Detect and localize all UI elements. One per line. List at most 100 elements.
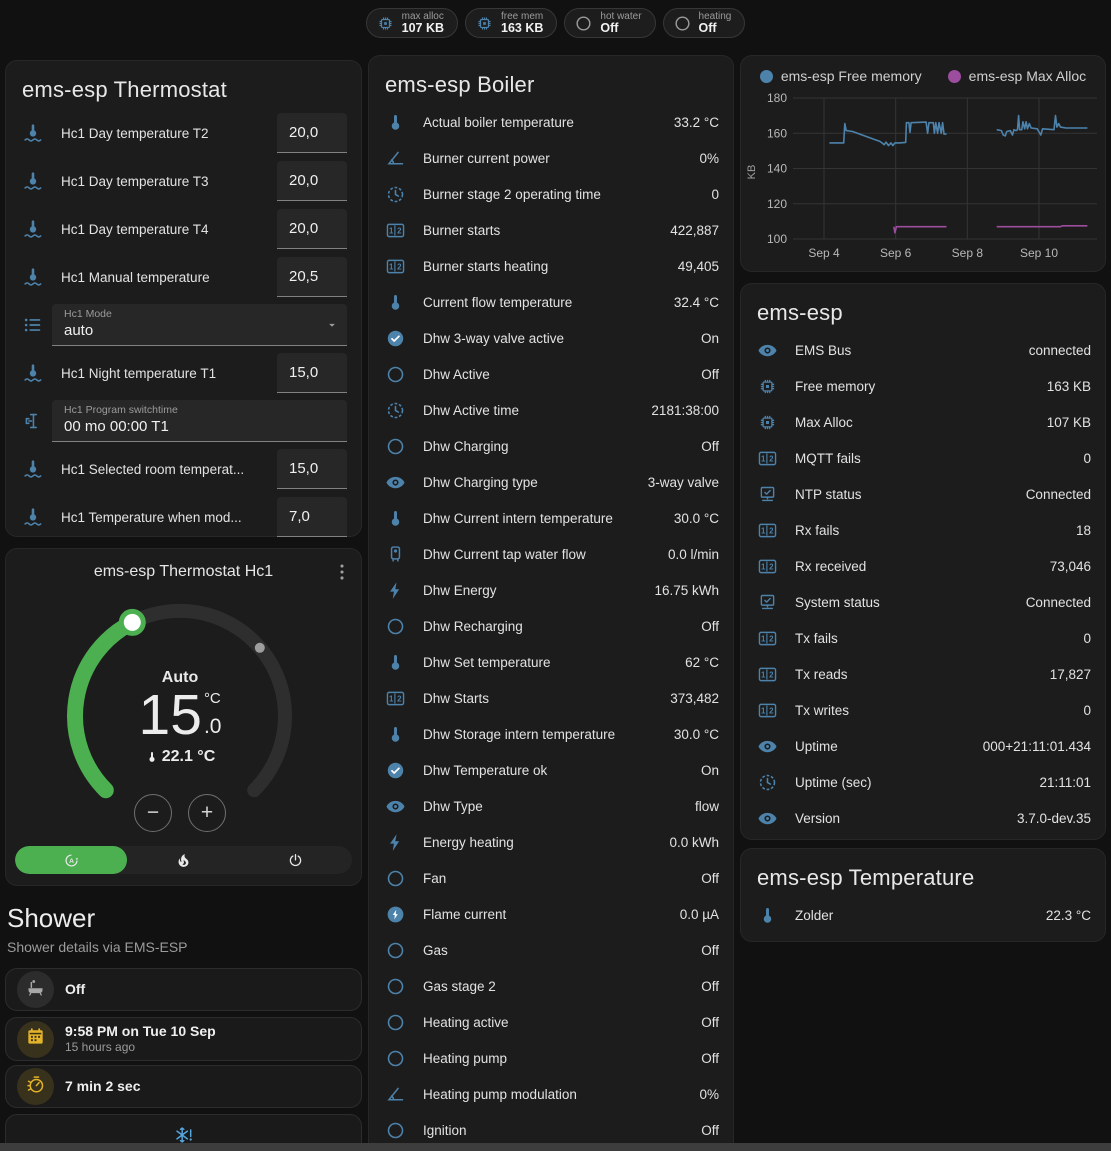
entity-row[interactable]: 1 2 Rx fails 18 xyxy=(741,512,1105,548)
entity-row[interactable]: Zolder 22.3 °C xyxy=(741,897,1105,933)
tile-icon-circle xyxy=(17,1068,54,1105)
mode-button-flame[interactable] xyxy=(127,846,239,874)
chip-icon xyxy=(757,376,778,397)
entity-row[interactable]: Version 3.7.0-dev.35 xyxy=(741,800,1105,836)
dial-svg xyxy=(67,603,292,799)
number-input[interactable]: 20,0 xyxy=(277,113,347,153)
shower-tile-timer[interactable]: 7 min 2 sec xyxy=(5,1065,362,1108)
entity-row[interactable]: EMS Bus connected xyxy=(741,332,1105,368)
entity-row[interactable]: 1 2 Tx writes 0 xyxy=(741,692,1105,728)
badge-hot-water[interactable]: hot water Off xyxy=(564,8,656,38)
entity-row[interactable]: Dhw Current intern temperature 30.0 °C xyxy=(369,500,733,536)
eye-icon xyxy=(385,796,406,817)
entity-row[interactable]: Energy heating 0.0 kWh xyxy=(369,824,733,860)
entity-row[interactable]: Dhw 3-way valve active On xyxy=(369,320,733,356)
entity-row[interactable]: Heating pump modulation 0% xyxy=(369,1076,733,1112)
badge-value: 163 KB xyxy=(501,20,544,35)
number-input[interactable]: 15,0 xyxy=(277,353,347,393)
entity-row[interactable]: Ignition Off xyxy=(369,1112,733,1148)
text-field[interactable]: Hc1 Program switchtime 00 mo 00:00 T1 xyxy=(52,400,347,442)
dial-current-temp-marker xyxy=(254,642,265,653)
shower-tile-bathtub[interactable]: Off xyxy=(5,968,362,1011)
entity-row[interactable]: Dhw Active Off xyxy=(369,356,733,392)
entity-row[interactable]: System status Connected xyxy=(741,584,1105,620)
entity-row[interactable]: Dhw Charging type 3-way valve xyxy=(369,464,733,500)
entity-row[interactable]: Dhw Current tap water flow 0.0 l/min xyxy=(369,536,733,572)
mode-button-power[interactable] xyxy=(240,846,352,874)
number-input[interactable]: 20,0 xyxy=(277,209,347,249)
tile-icon-circle xyxy=(17,971,54,1008)
entity-row[interactable]: Actual boiler temperature 33.2 °C xyxy=(369,104,733,140)
entity-row[interactable]: 1 2 Rx received 73,046 xyxy=(741,548,1105,584)
badge-heating[interactable]: heating Off xyxy=(662,8,746,38)
entity-row[interactable]: 1 2 Tx fails 0 xyxy=(741,620,1105,656)
shower-tile-calendar[interactable]: 9:58 PM on Tue 10 Sep 15 hours ago xyxy=(5,1017,362,1061)
entity-row[interactable]: Dhw Type flow xyxy=(369,788,733,824)
entity-value: Off xyxy=(701,366,719,382)
entity-row[interactable]: Flame current 0.0 µA xyxy=(369,896,733,932)
entity-label: Rx received xyxy=(795,558,867,574)
horizontal-scrollbar[interactable] xyxy=(0,1143,1111,1151)
entity-row[interactable]: Free memory 163 KB xyxy=(741,368,1105,404)
entity-label: Burner current power xyxy=(423,150,550,166)
badge-max-alloc[interactable]: max alloc 107 KB xyxy=(365,8,459,38)
entity-row[interactable]: Dhw Temperature ok On xyxy=(369,752,733,788)
entity-row[interactable]: Burner current power 0% xyxy=(369,140,733,176)
entity-value: 3.7.0-dev.35 xyxy=(1016,810,1091,826)
entity-value: 000+21:11:01.434 xyxy=(982,738,1091,754)
entity-row[interactable]: Heating active Off xyxy=(369,1004,733,1040)
temp-increase-button[interactable]: + xyxy=(188,794,226,832)
number-input[interactable]: 20,0 xyxy=(277,161,347,201)
entity-row[interactable]: Max Alloc 107 KB xyxy=(741,404,1105,440)
thermostat-row: Hc1 Day temperature T2 20,0 xyxy=(6,109,361,157)
number-input[interactable]: 20,5 xyxy=(277,257,347,297)
number-input[interactable]: 7,0 xyxy=(277,497,347,537)
kebab-menu-icon[interactable] xyxy=(331,561,353,583)
thermostat-dial[interactable] xyxy=(55,591,305,841)
entity-row[interactable]: Gas stage 2 Off xyxy=(369,968,733,1004)
entity-row[interactable]: Fan Off xyxy=(369,860,733,896)
entity-value: 0 xyxy=(711,186,719,202)
eye-icon xyxy=(385,472,406,493)
entity-row[interactable]: Burner stage 2 operating time 0 xyxy=(369,176,733,212)
entity-row[interactable]: Dhw Active time 2181:38:00 xyxy=(369,392,733,428)
entity-row[interactable]: Uptime 000+21:11:01.434 xyxy=(741,728,1105,764)
entity-label: Dhw Recharging xyxy=(423,618,523,634)
entity-row[interactable]: Current flow temperature 32.4 °C xyxy=(369,284,733,320)
select-field[interactable]: Hc1 Mode auto xyxy=(52,304,347,346)
entity-row[interactable]: Heating pump Off xyxy=(369,1040,733,1076)
target-temp-decimal: .0 xyxy=(203,715,222,738)
legend-label: ems-esp Max Alloc xyxy=(968,68,1087,84)
legend-item[interactable]: ems-esp Max Alloc xyxy=(947,68,1087,84)
entity-row[interactable]: 1 2 MQTT fails 0 xyxy=(741,440,1105,476)
entity-row[interactable]: Gas Off xyxy=(369,932,733,968)
dial-knob[interactable] xyxy=(118,608,146,636)
entity-row[interactable]: Uptime (sec) 21:11:01 xyxy=(741,764,1105,800)
mode-button-auto-mode[interactable]: A xyxy=(15,846,128,874)
entity-row[interactable]: 1 2 Dhw Starts 373,482 xyxy=(369,680,733,716)
entity-row[interactable]: Dhw Recharging Off xyxy=(369,608,733,644)
entity-row[interactable]: 1 2 Tx reads 17,827 xyxy=(741,656,1105,692)
svg-text:2: 2 xyxy=(769,706,774,715)
entity-row[interactable]: NTP status Connected xyxy=(741,476,1105,512)
legend-item[interactable]: ems-esp Free memory xyxy=(759,68,922,84)
badge-row: max alloc 107 KB free mem 163 KB hot water Of… xyxy=(0,8,1111,38)
entity-row[interactable]: Dhw Set temperature 62 °C xyxy=(369,644,733,680)
entity-row[interactable]: Dhw Energy 16.75 kWh xyxy=(369,572,733,608)
badge-label: hot water xyxy=(600,10,642,22)
format-list-icon xyxy=(22,314,44,336)
entity-row[interactable]: Dhw Charging Off xyxy=(369,428,733,464)
entity-row[interactable]: 1 2 Burner starts 422,887 xyxy=(369,212,733,248)
entity-row[interactable]: 1 2 Burner starts heating 49,405 xyxy=(369,248,733,284)
entity-value: 18 xyxy=(1075,522,1091,538)
temp-decrease-button[interactable]: − xyxy=(134,794,172,832)
memory-chart-card[interactable]: ems-esp Free memory ems-esp Max Alloc 100… xyxy=(740,55,1106,272)
entity-value: Off xyxy=(701,978,719,994)
entity-row[interactable]: Dhw Storage intern temperature 30.0 °C xyxy=(369,716,733,752)
number-input[interactable]: 15,0 xyxy=(277,449,347,489)
boiler-card-title: ems-esp Boiler xyxy=(385,72,535,97)
entity-value: 0 xyxy=(1083,450,1091,466)
entity-label: Dhw Current tap water flow xyxy=(423,546,586,562)
badge-free-mem[interactable]: free mem 163 KB xyxy=(465,8,558,38)
